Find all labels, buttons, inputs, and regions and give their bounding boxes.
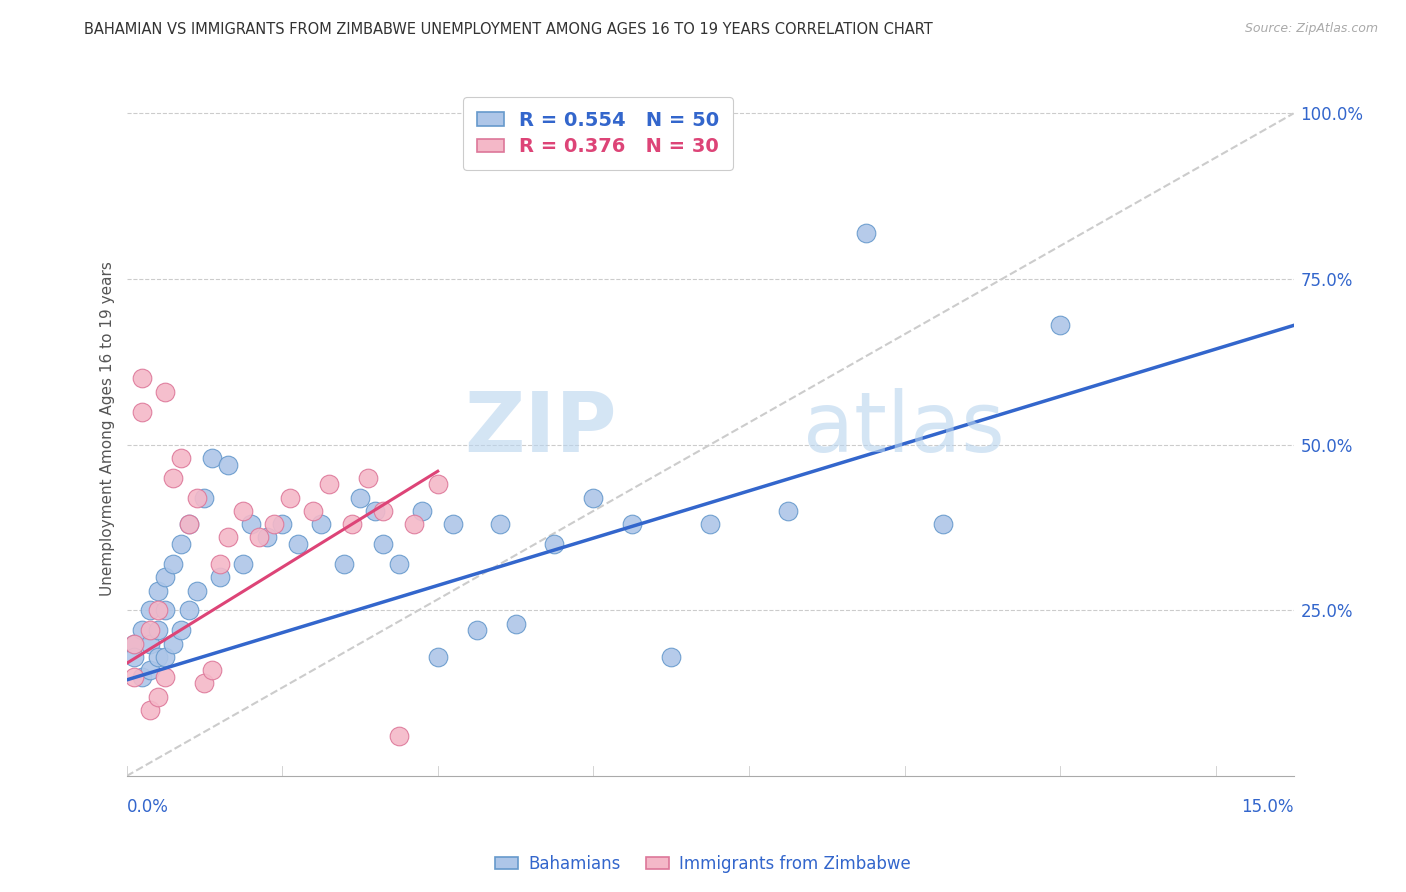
- Point: [146, 583, 169, 598]
- Point: [193, 676, 215, 690]
- Point: [855, 226, 877, 240]
- Point: [278, 491, 301, 505]
- Text: atlas: atlas: [803, 388, 1005, 468]
- Point: [201, 450, 224, 465]
- Point: [155, 649, 177, 664]
- Point: [699, 517, 721, 532]
- Point: [426, 477, 449, 491]
- Point: [162, 636, 184, 650]
- Point: [146, 624, 169, 638]
- Y-axis label: Unemployment Among Ages 16 to 19 years: Unemployment Among Ages 16 to 19 years: [100, 260, 115, 596]
- Point: [131, 670, 153, 684]
- Point: [124, 636, 146, 650]
- Point: [302, 504, 325, 518]
- Point: [333, 557, 356, 571]
- Point: [131, 404, 153, 418]
- Point: [505, 616, 527, 631]
- Point: [146, 690, 169, 704]
- Point: [364, 504, 387, 518]
- Point: [170, 624, 193, 638]
- Point: [146, 649, 169, 664]
- Point: [124, 649, 146, 664]
- Point: [139, 636, 162, 650]
- Point: [146, 603, 169, 617]
- Point: [177, 517, 200, 532]
- Point: [139, 703, 162, 717]
- Point: [155, 570, 177, 584]
- Point: [932, 517, 955, 532]
- Text: Source: ZipAtlas.com: Source: ZipAtlas.com: [1244, 22, 1378, 36]
- Point: [465, 624, 488, 638]
- Point: [388, 557, 411, 571]
- Point: [441, 517, 464, 532]
- Point: [124, 636, 146, 650]
- Point: [139, 663, 162, 677]
- Point: [124, 670, 146, 684]
- Point: [232, 504, 254, 518]
- Point: [489, 517, 512, 532]
- Text: BAHAMIAN VS IMMIGRANTS FROM ZIMBABWE UNEMPLOYMENT AMONG AGES 16 TO 19 YEARS CORR: BAHAMIAN VS IMMIGRANTS FROM ZIMBABWE UNE…: [84, 22, 934, 37]
- Point: [177, 603, 200, 617]
- Point: [232, 557, 254, 571]
- Point: [357, 471, 380, 485]
- Point: [139, 624, 162, 638]
- Point: [309, 517, 332, 532]
- Point: [411, 504, 433, 518]
- Point: [404, 517, 426, 532]
- Point: [349, 491, 371, 505]
- Point: [318, 477, 340, 491]
- Point: [543, 537, 565, 551]
- Point: [388, 729, 411, 743]
- Point: [131, 624, 153, 638]
- Legend: Bahamians, Immigrants from Zimbabwe: Bahamians, Immigrants from Zimbabwe: [488, 848, 918, 880]
- Point: [208, 570, 231, 584]
- Point: [217, 458, 239, 472]
- Point: [201, 663, 224, 677]
- Point: [208, 557, 231, 571]
- Point: [155, 603, 177, 617]
- Point: [186, 491, 208, 505]
- Text: 0.0%: 0.0%: [127, 798, 169, 816]
- Text: ZIP: ZIP: [464, 388, 617, 468]
- Point: [170, 450, 193, 465]
- Point: [582, 491, 605, 505]
- Point: [1049, 318, 1071, 333]
- Point: [217, 531, 239, 545]
- Point: [131, 371, 153, 385]
- Point: [155, 384, 177, 399]
- Point: [426, 649, 449, 664]
- Point: [287, 537, 309, 551]
- Legend: R = 0.554   N = 50, R = 0.376   N = 30: R = 0.554 N = 50, R = 0.376 N = 30: [463, 97, 733, 170]
- Point: [193, 491, 215, 505]
- Point: [186, 583, 208, 598]
- Point: [373, 504, 395, 518]
- Point: [162, 471, 184, 485]
- Point: [621, 517, 644, 532]
- Point: [155, 670, 177, 684]
- Point: [162, 557, 184, 571]
- Point: [177, 517, 200, 532]
- Point: [340, 517, 363, 532]
- Text: 15.0%: 15.0%: [1241, 798, 1294, 816]
- Point: [256, 531, 278, 545]
- Point: [776, 504, 799, 518]
- Point: [271, 517, 294, 532]
- Point: [240, 517, 263, 532]
- Point: [139, 603, 162, 617]
- Point: [373, 537, 395, 551]
- Point: [659, 649, 682, 664]
- Point: [170, 537, 193, 551]
- Point: [263, 517, 285, 532]
- Point: [247, 531, 270, 545]
